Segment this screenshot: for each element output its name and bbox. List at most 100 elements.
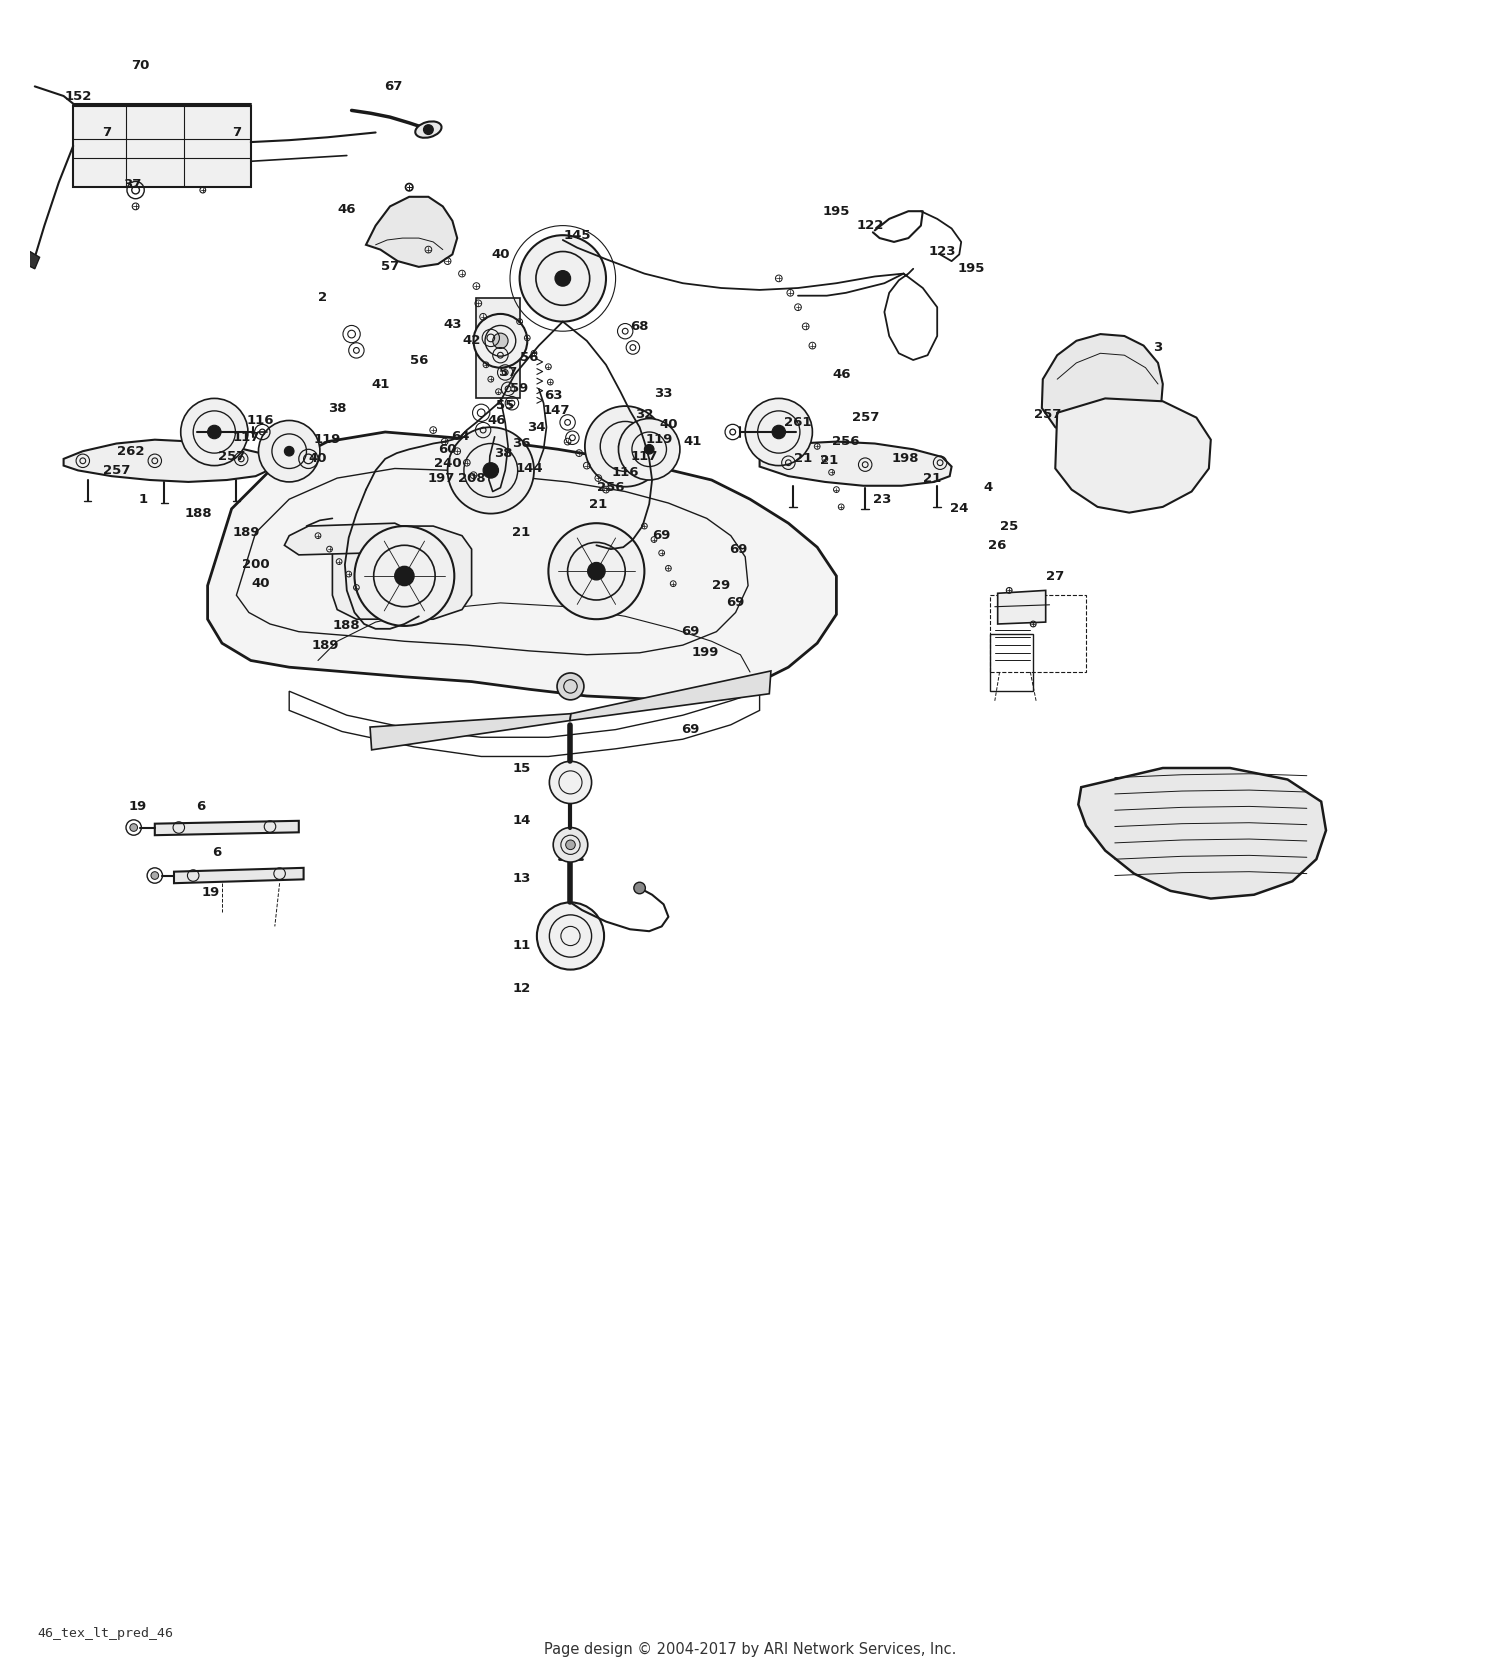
Text: 21: 21 xyxy=(819,454,839,468)
Text: 262: 262 xyxy=(117,444,144,458)
Text: 60: 60 xyxy=(438,443,458,456)
Text: 14: 14 xyxy=(513,815,531,827)
Circle shape xyxy=(585,406,666,486)
Polygon shape xyxy=(63,439,270,481)
Text: 34: 34 xyxy=(526,421,544,434)
Text: 40: 40 xyxy=(309,453,327,466)
Text: 257: 257 xyxy=(852,411,879,424)
Text: 122: 122 xyxy=(856,220,883,231)
Circle shape xyxy=(474,314,528,367)
Circle shape xyxy=(618,439,632,453)
Text: 69: 69 xyxy=(681,626,699,639)
Circle shape xyxy=(207,426,220,439)
Circle shape xyxy=(645,444,654,454)
Circle shape xyxy=(537,902,604,969)
Text: 19: 19 xyxy=(201,887,219,899)
Text: 56: 56 xyxy=(410,354,428,367)
Circle shape xyxy=(618,419,680,480)
Text: 198: 198 xyxy=(892,453,920,466)
Circle shape xyxy=(554,827,588,862)
Text: 189: 189 xyxy=(312,639,339,652)
Polygon shape xyxy=(174,867,303,884)
Text: 26: 26 xyxy=(988,538,1006,552)
Text: 197: 197 xyxy=(427,471,454,485)
Polygon shape xyxy=(477,297,519,399)
Text: 69: 69 xyxy=(729,543,747,555)
Circle shape xyxy=(285,446,294,456)
Text: 24: 24 xyxy=(950,503,969,515)
Text: 117: 117 xyxy=(630,449,658,463)
Text: 4: 4 xyxy=(984,481,993,495)
Text: 21: 21 xyxy=(590,498,608,510)
Text: 38: 38 xyxy=(328,401,346,414)
Text: 12: 12 xyxy=(513,983,531,996)
Text: 15: 15 xyxy=(513,761,531,775)
Circle shape xyxy=(555,270,570,287)
Text: 3: 3 xyxy=(1154,340,1162,354)
Polygon shape xyxy=(74,106,250,188)
Text: 42: 42 xyxy=(462,334,482,347)
Text: 68: 68 xyxy=(630,320,650,334)
Text: 11: 11 xyxy=(513,939,531,953)
Text: 46: 46 xyxy=(833,367,850,381)
Text: 257: 257 xyxy=(217,449,246,463)
Text: 69: 69 xyxy=(726,597,746,609)
Circle shape xyxy=(130,823,138,832)
Text: 256: 256 xyxy=(833,434,860,448)
Text: 7: 7 xyxy=(232,126,242,139)
Polygon shape xyxy=(370,714,572,750)
Text: 116: 116 xyxy=(246,414,274,428)
Text: 33: 33 xyxy=(654,387,674,401)
Text: 56: 56 xyxy=(520,350,538,364)
Circle shape xyxy=(483,463,498,478)
Text: 117: 117 xyxy=(232,431,260,444)
Text: 261: 261 xyxy=(784,416,812,429)
Polygon shape xyxy=(285,523,414,555)
Text: 59: 59 xyxy=(510,382,528,396)
Text: 145: 145 xyxy=(564,228,591,241)
Text: 195: 195 xyxy=(957,262,984,275)
Text: ARI: ARI xyxy=(414,565,606,662)
Text: 69: 69 xyxy=(681,723,699,736)
Text: 70: 70 xyxy=(130,59,150,72)
Polygon shape xyxy=(207,433,837,699)
Text: 188: 188 xyxy=(333,619,360,632)
Circle shape xyxy=(258,421,320,481)
Polygon shape xyxy=(333,527,471,619)
Text: 23: 23 xyxy=(873,493,891,506)
Text: 19: 19 xyxy=(129,800,147,813)
Text: 257: 257 xyxy=(1034,408,1062,421)
Text: 195: 195 xyxy=(822,205,850,218)
Text: 64: 64 xyxy=(452,431,470,443)
Text: 208: 208 xyxy=(458,471,486,485)
Text: 46: 46 xyxy=(338,203,356,216)
Circle shape xyxy=(180,399,248,466)
Text: 13: 13 xyxy=(513,872,531,885)
Text: 38: 38 xyxy=(494,446,513,459)
Text: 2: 2 xyxy=(318,292,327,304)
Polygon shape xyxy=(26,252,39,268)
Text: 119: 119 xyxy=(645,433,672,446)
Text: 57: 57 xyxy=(500,366,517,379)
Circle shape xyxy=(772,426,786,439)
Circle shape xyxy=(447,428,534,513)
Text: 67: 67 xyxy=(384,80,402,92)
Text: 32: 32 xyxy=(634,408,654,421)
Circle shape xyxy=(492,334,508,349)
Text: 21: 21 xyxy=(924,471,942,485)
Text: 152: 152 xyxy=(64,89,92,102)
Text: 27: 27 xyxy=(1046,570,1065,582)
Text: 21: 21 xyxy=(794,453,812,466)
Circle shape xyxy=(394,567,414,585)
Text: 257: 257 xyxy=(102,465,130,476)
Text: 43: 43 xyxy=(442,319,462,330)
Text: 63: 63 xyxy=(544,389,562,402)
Text: 41: 41 xyxy=(370,377,390,391)
Text: 41: 41 xyxy=(682,434,702,448)
Text: 57: 57 xyxy=(381,260,399,273)
Text: 1: 1 xyxy=(138,493,148,506)
Text: 189: 189 xyxy=(232,527,260,540)
Circle shape xyxy=(354,527,454,626)
Polygon shape xyxy=(1042,334,1162,443)
Text: 69: 69 xyxy=(652,530,670,542)
